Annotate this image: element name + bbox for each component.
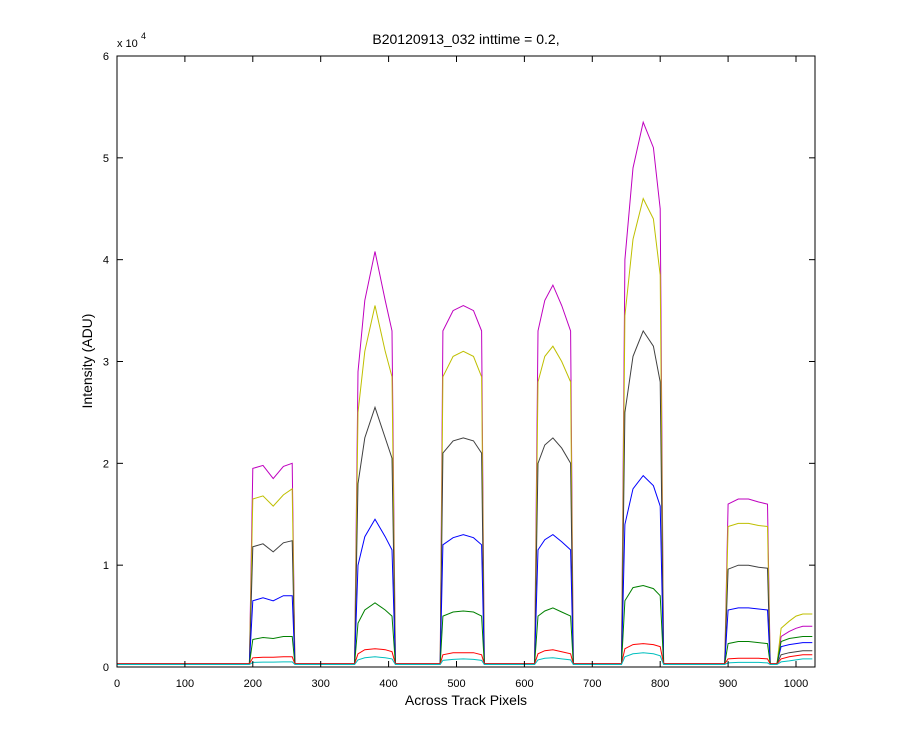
- y-tick-label: 4: [103, 255, 109, 267]
- data-line: [117, 652, 813, 665]
- x-tick-label: 500: [447, 678, 465, 690]
- y-tick-label: 1: [103, 560, 109, 572]
- y-tick-label: 6: [103, 51, 109, 63]
- y-tick-label: 2: [103, 458, 109, 470]
- y-exponent-power: 4: [141, 31, 146, 41]
- x-axis-label: Across Track Pixels: [405, 692, 527, 708]
- x-tick-label: 700: [583, 678, 601, 690]
- y-tick-label: 5: [103, 153, 109, 165]
- x-tick-label: 0: [114, 678, 120, 690]
- x-tick-label: 100: [176, 678, 194, 690]
- x-tick-label: 600: [515, 678, 533, 690]
- x-tick-label: 400: [379, 678, 397, 690]
- plot-area: 0 100 200 300 400 500 600 700 800 900 1000 0 1 2 3 4 5 6: [103, 51, 816, 690]
- y-tick-label: 3: [103, 357, 109, 369]
- x-tick-label: 300: [312, 678, 330, 690]
- x-tick-label: 1000: [784, 678, 808, 690]
- x-tick-label: 900: [719, 678, 737, 690]
- x-tick-label: 200: [244, 678, 262, 690]
- y-tick-label: 0: [103, 662, 109, 674]
- y-exponent-base: x 10: [117, 38, 138, 50]
- y-axis-label: Intensity (ADU): [79, 314, 95, 409]
- x-tick-label: 800: [651, 678, 669, 690]
- chart-title: B20120913_032 inttime = 0.2,: [372, 31, 559, 47]
